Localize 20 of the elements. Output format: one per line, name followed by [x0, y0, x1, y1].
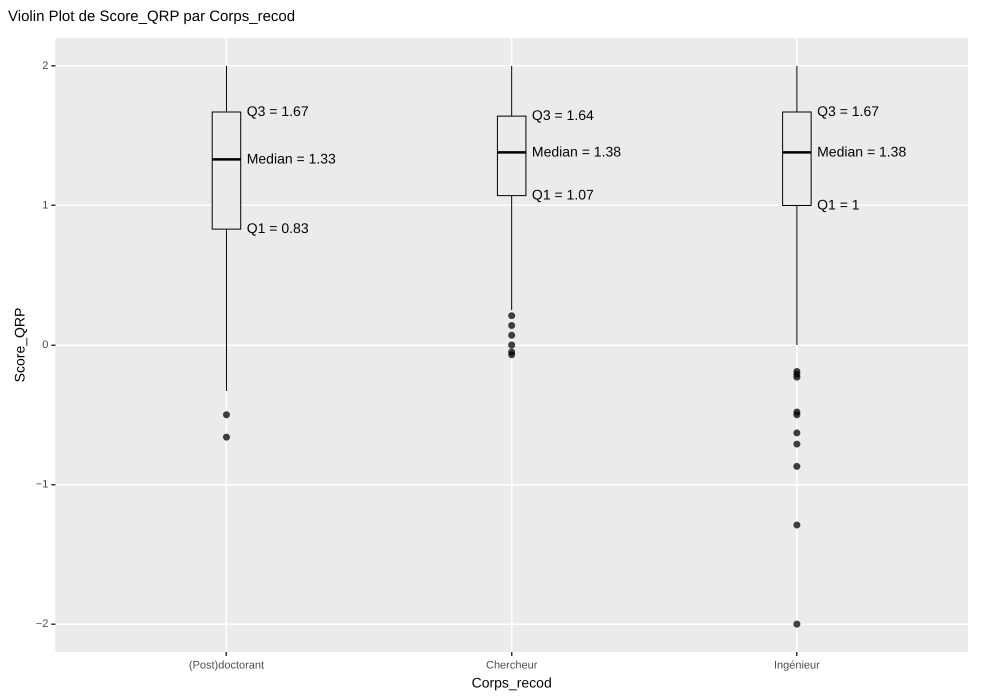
annotation: Q3 = 1.67: [817, 102, 880, 119]
y-tick-label: −1: [36, 478, 48, 491]
chart-title: Violin Plot de Score_QRP par Corps_recod: [8, 8, 296, 26]
annotation: Q1 = 0.83: [246, 220, 309, 236]
x-tick-label: Ingénieur: [774, 660, 820, 672]
annotation: Q1 = 1: [817, 196, 860, 212]
x-tick-label: (Post)doctorant: [188, 660, 264, 672]
y-tick-label: −2: [36, 618, 48, 630]
y-axis-title: Score_QRP: [11, 308, 28, 382]
y-tick-label: 0: [42, 339, 48, 352]
annotation: Q3 = 1.64: [532, 107, 594, 124]
x-tick-label: Chercheur: [486, 660, 538, 672]
annotation: Median = 1.38: [817, 143, 906, 160]
annotation: Median = 1.33: [246, 150, 336, 166]
annotation: Q3 = 1.67: [246, 102, 309, 119]
annotation: Median = 1.38: [532, 143, 622, 160]
annotation: Q1 = 1.07: [532, 186, 594, 203]
x-axis-title: Corps_recod: [472, 674, 552, 690]
y-tick-label: 1: [42, 199, 48, 212]
y-tick-label: 2: [42, 60, 48, 72]
